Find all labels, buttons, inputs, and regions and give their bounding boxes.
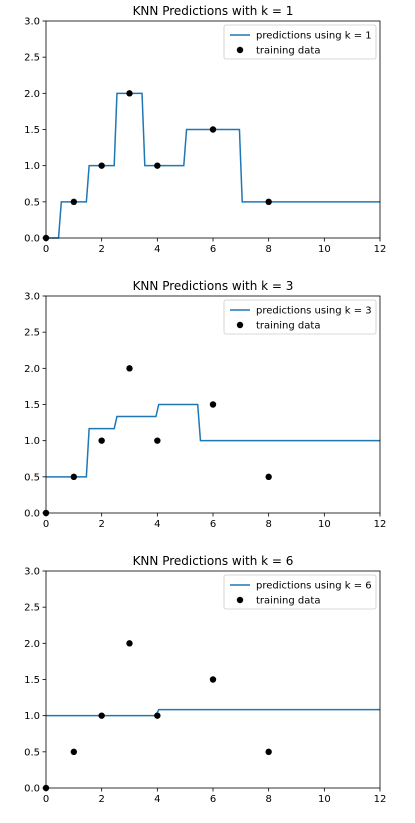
training-point bbox=[154, 712, 161, 719]
legend-box bbox=[223, 574, 377, 610]
legend-marker-swatch bbox=[236, 46, 244, 54]
x-tick-label: 0 bbox=[43, 794, 49, 805]
chart-panel-2: KNN Predictions with k = 3 0 2 4 6 8 10 12 0.0 0.… bbox=[24, 279, 386, 530]
training-point bbox=[98, 437, 105, 444]
y-tick-label: 2.5 bbox=[24, 328, 40, 339]
training-point bbox=[265, 473, 272, 481]
y-tick-label: 0.5 bbox=[24, 197, 40, 208]
x-tick-label: 4 bbox=[154, 244, 160, 255]
y-tick-label: 0.5 bbox=[24, 472, 40, 483]
y-tick-label: 0.0 bbox=[24, 784, 40, 795]
x-tick-label: 12 bbox=[374, 794, 387, 805]
training-point bbox=[209, 401, 217, 408]
training-point bbox=[154, 437, 161, 444]
legend-marker-swatch bbox=[236, 596, 244, 604]
x-tick-label: 0 bbox=[43, 519, 49, 530]
y-tick-label: 1.0 bbox=[24, 161, 40, 172]
x-tick-label: 2 bbox=[98, 794, 104, 805]
training-point bbox=[209, 126, 217, 133]
legend-label: training data bbox=[256, 321, 320, 332]
y-tick-label: 0.0 bbox=[24, 509, 40, 520]
y-tick-label: 3.0 bbox=[24, 17, 40, 28]
prediction-line bbox=[46, 708, 380, 717]
x-tick-label: 6 bbox=[210, 794, 216, 805]
y-tick-label: 0.5 bbox=[24, 747, 40, 758]
legend-label: predictions using k = 1 bbox=[256, 31, 372, 42]
y-tick-label: 1.5 bbox=[24, 125, 40, 136]
x-tick-label: 10 bbox=[318, 244, 331, 255]
y-tick-label: 2.0 bbox=[24, 89, 40, 100]
training-point bbox=[70, 748, 78, 756]
y-tick-label: 2.5 bbox=[24, 603, 40, 614]
x-tick-label: 10 bbox=[318, 794, 331, 805]
x-tick-label: 2 bbox=[98, 519, 104, 530]
x-tick-label: 6 bbox=[210, 244, 216, 255]
training-point bbox=[126, 640, 133, 647]
x-tick-label: 10 bbox=[318, 519, 331, 530]
training-point bbox=[154, 162, 161, 169]
prediction-line bbox=[46, 403, 380, 478]
x-tick-label: 12 bbox=[374, 519, 387, 530]
x-tick-label: 8 bbox=[265, 244, 271, 255]
y-tick-label: 3.0 bbox=[24, 292, 40, 303]
training-point bbox=[126, 90, 133, 97]
y-tick-label: 1.0 bbox=[24, 436, 40, 447]
x-tick-label: 4 bbox=[154, 794, 160, 805]
chart-title: KNN Predictions with k = 6 bbox=[133, 554, 294, 568]
x-tick-label: 0 bbox=[43, 244, 49, 255]
legend-label: predictions using k = 3 bbox=[256, 306, 372, 317]
y-tick-label: 1.5 bbox=[24, 400, 40, 411]
y-tick-label: 0.0 bbox=[24, 234, 40, 245]
x-tick-label: 12 bbox=[374, 244, 387, 255]
y-tick-label: 2.0 bbox=[24, 639, 40, 650]
legend-label: predictions using k = 6 bbox=[256, 581, 372, 592]
chart-title: KNN Predictions with k = 1 bbox=[133, 4, 294, 18]
x-tick-label: 4 bbox=[154, 519, 160, 530]
x-tick-label: 8 bbox=[265, 519, 271, 530]
chart-panel-1: KNN Predictions with k = 1 0 2 4 6 8 10 12 0.0 0.… bbox=[24, 4, 386, 255]
legend-marker-swatch bbox=[236, 321, 244, 329]
training-point bbox=[98, 712, 105, 719]
y-tick-label: 1.0 bbox=[24, 711, 40, 722]
x-tick-label: 6 bbox=[210, 519, 216, 530]
y-tick-label: 1.5 bbox=[24, 675, 40, 686]
y-tick-label: 3.0 bbox=[24, 567, 40, 578]
training-point bbox=[265, 748, 272, 756]
y-tick-label: 2.0 bbox=[24, 364, 40, 375]
training-point bbox=[265, 198, 272, 206]
legend-label: training data bbox=[256, 46, 320, 57]
legend-box bbox=[223, 24, 377, 60]
training-point bbox=[70, 198, 78, 206]
training-point bbox=[70, 473, 78, 481]
chart-panel-3: KNN Predictions with k = 6 0 2 4 6 8 10 12 0.0 0.… bbox=[24, 554, 386, 805]
x-tick-label: 2 bbox=[98, 244, 104, 255]
legend-label: training data bbox=[256, 596, 320, 607]
legend-box bbox=[223, 299, 377, 335]
x-tick-label: 8 bbox=[265, 794, 271, 805]
training-point bbox=[126, 365, 133, 372]
prediction-line bbox=[46, 92, 380, 239]
training-point bbox=[98, 162, 105, 169]
chart-title: KNN Predictions with k = 3 bbox=[133, 279, 294, 293]
y-tick-label: 2.5 bbox=[24, 53, 40, 64]
training-point bbox=[209, 676, 217, 683]
